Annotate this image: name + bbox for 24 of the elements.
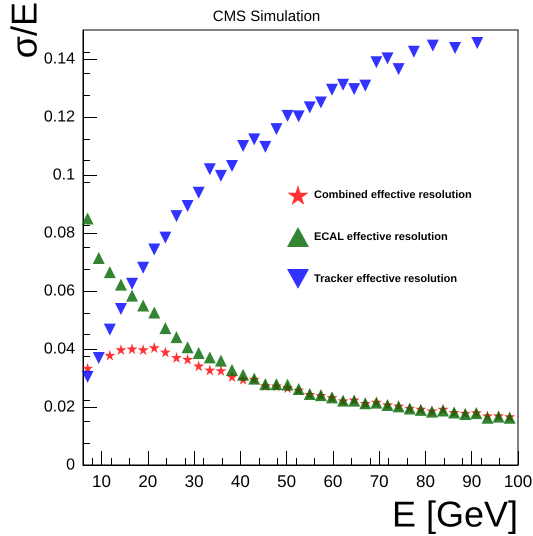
y-tick-label: 0.1 [52,166,76,184]
x-tick-label: 90 [462,472,482,491]
x-tick-label: 50 [277,472,296,491]
legend-label: Tracker effective resolution [314,272,458,285]
y-tick-label: 0.06 [44,282,76,300]
y-tick-label: 0.04 [44,340,76,358]
x-tick-label: 60 [323,472,342,491]
y-axis-title: σ/E [4,2,44,58]
y-tick-label: 0 [66,456,76,474]
x-tick-label: 80 [416,472,435,491]
x-tick-label: 20 [138,472,158,491]
chart-title: CMS Simulation [212,8,320,25]
legend-label: ECAL effective resolution [314,231,448,243]
x-tick-label: 40 [230,472,250,491]
x-tick-label: 10 [92,472,111,491]
legend-label: Combined effective resolution [314,189,472,201]
y-tick-label: 0.08 [44,224,76,242]
x-tick-label: 100 [504,472,532,491]
x-axis-title: E [GeV] [392,494,518,534]
x-tick-label: 70 [370,472,389,491]
y-tick-label: 0.02 [44,398,76,416]
y-tick-label: 0.12 [44,108,76,126]
x-tick-label: 30 [184,472,204,491]
y-tick-label: 0.14 [44,50,76,68]
